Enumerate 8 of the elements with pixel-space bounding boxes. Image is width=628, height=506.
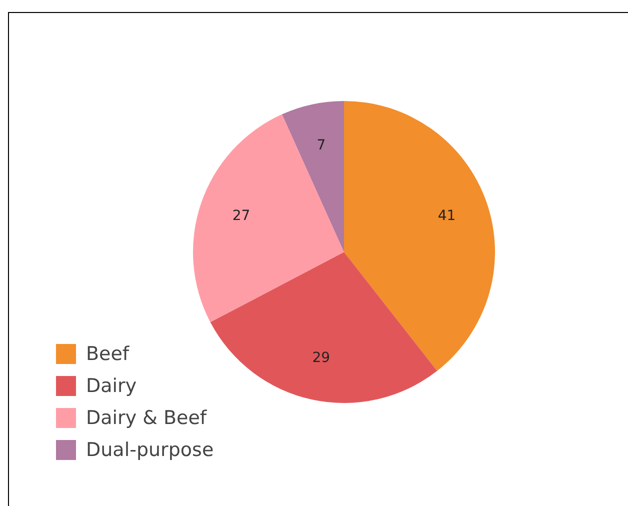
- legend-label: Beef: [86, 343, 130, 365]
- legend-label: Dairy & Beef: [86, 407, 207, 429]
- data-label: 7: [316, 137, 326, 154]
- legend-label: Dairy: [86, 375, 137, 397]
- data-label: 41: [438, 208, 456, 224]
- legend-label: Dual-purpose: [86, 439, 214, 461]
- data-label: 27: [232, 208, 250, 224]
- data-label: 29: [312, 350, 330, 366]
